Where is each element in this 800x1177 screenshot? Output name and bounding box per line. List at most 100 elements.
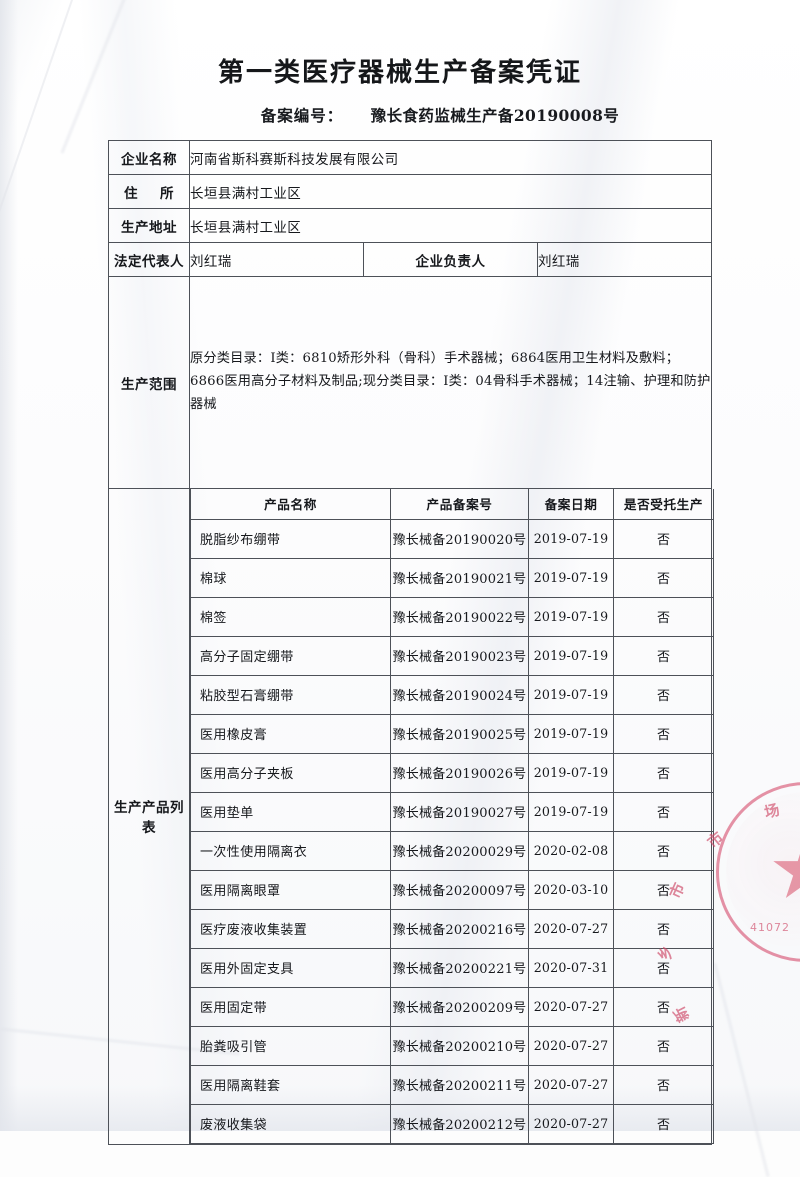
product-cell-record-date: 2019-07-19	[528, 714, 614, 754]
product-cell-record-date: 2019-07-19	[528, 792, 614, 832]
product-cell-record-no: 豫长械备20190022号	[390, 597, 529, 637]
address-label: 住所	[108, 174, 190, 209]
product-cell-name: 医用固定带	[190, 987, 391, 1027]
product-row: 医用橡皮膏 豫长械备20190025号 2019-07-19 否	[190, 714, 714, 754]
product-cell-record-no: 豫长械备20190023号	[390, 636, 529, 676]
product-row: 医用隔离鞋套 豫长械备20200211号 2020-07-27 否	[190, 1065, 714, 1105]
product-cell-record-date: 2020-07-31	[528, 948, 614, 988]
product-table-body: 脱脂纱布绷带 豫长械备20190020号 2019-07-19 否棉球 豫长械备2019…	[190, 519, 714, 1144]
column-header-entrusted: 是否受托生产	[613, 489, 714, 520]
enterprise-head-value: 刘红瑞	[537, 242, 712, 277]
product-cell-entrusted: 否	[613, 636, 714, 676]
product-row: 一次性使用隔离衣 豫长械备20200029号 2020-02-08 否	[190, 831, 714, 871]
product-cell-record-date: 2020-07-27	[528, 987, 614, 1027]
column-header-record-date: 备案日期	[528, 489, 614, 520]
production-scope-label: 生产范围	[108, 276, 190, 489]
seal-ink-blot	[726, 792, 800, 952]
product-cell-record-date: 2020-02-08	[528, 831, 614, 871]
product-cell-record-no: 豫长械备20190020号	[390, 519, 529, 559]
column-header-product-name: 产品名称	[190, 489, 391, 520]
product-cell-name: 高分子固定绷带	[190, 636, 391, 676]
product-cell-record-date: 2020-07-27	[528, 909, 614, 949]
product-row: 棉球 豫长械备20190021号 2019-07-19 否	[190, 558, 714, 598]
product-cell-entrusted: 否	[613, 987, 714, 1027]
seal-text: 新乡市市场监督	[656, 782, 800, 1025]
record-number-line: 备案编号： 豫长食药监械生产备20190008号	[0, 104, 800, 126]
product-cell-record-date: 2020-07-27	[528, 1065, 614, 1105]
seal-star-icon	[773, 838, 800, 899]
product-cell-name: 医用隔离眼罩	[190, 870, 391, 910]
product-cell-entrusted: 否	[613, 909, 714, 949]
legal-rep-value: 刘红瑞	[189, 242, 364, 277]
production-address-label: 生产地址	[108, 208, 190, 243]
table-row-company-name: 企业名称 河南省斯科赛斯科技发展有限公司	[108, 140, 712, 175]
enterprise-head-label: 企业负责人	[363, 242, 538, 277]
product-cell-entrusted: 否	[613, 831, 714, 871]
address-value: 长垣县满村工业区	[189, 174, 712, 209]
product-row: 医用外固定支具 豫长械备20200221号 2020-07-31 否	[190, 948, 714, 988]
product-cell-entrusted: 否	[613, 714, 714, 754]
product-cell-entrusted: 否	[613, 1026, 714, 1066]
product-cell-entrusted: 否	[613, 519, 714, 559]
product-cell-entrusted: 否	[613, 792, 714, 832]
seal-number: 41072	[750, 921, 790, 934]
product-table-header-row: 产品名称 产品备案号 备案日期 是否受托生产	[190, 489, 714, 520]
record-number-label: 备案编号：	[260, 106, 344, 125]
product-cell-name: 医用高分子夹板	[190, 753, 391, 793]
product-cell-name: 粘胶型石膏绷带	[190, 675, 391, 715]
product-cell-entrusted: 否	[613, 597, 714, 637]
product-cell-name: 棉签	[190, 597, 391, 637]
product-cell-record-date: 2019-07-19	[528, 519, 614, 559]
product-cell-entrusted: 否	[613, 753, 714, 793]
production-scope-text: 原分类目录：Ⅰ类：6810矫形外科（骨科）手术器械；6864医用卫生材料及敷料；…	[189, 276, 712, 489]
product-cell-record-no: 豫长械备20190025号	[390, 714, 529, 754]
product-cell-record-date: 2019-07-19	[528, 753, 614, 793]
product-row: 粘胶型石膏绷带 豫长械备20190024号 2019-07-19 否	[190, 675, 714, 715]
product-cell-record-no: 豫长械备20190027号	[390, 792, 529, 832]
legal-rep-label: 法定代表人	[108, 242, 190, 277]
product-cell-name: 脱脂纱布绷带	[190, 519, 391, 559]
product-cell-record-date: 2020-07-27	[528, 1026, 614, 1066]
product-cell-name: 医用外固定支具	[190, 948, 391, 988]
product-row: 脱脂纱布绷带 豫长械备20190020号 2019-07-19 否	[190, 519, 714, 559]
seal-char: 场	[762, 800, 782, 822]
table-row-production-scope: 生产范围 原分类目录：Ⅰ类：6810矫形外科（骨科）手术器械；6864医用卫生材…	[108, 276, 712, 489]
product-cell-name: 医用橡皮膏	[190, 714, 391, 754]
product-cell-entrusted: 否	[613, 948, 714, 988]
product-cell-name: 棉球	[190, 558, 391, 598]
document-title: 第一类医疗器械生产备案凭证	[217, 58, 582, 88]
product-cell-record-date: 2020-07-27	[528, 1104, 614, 1144]
product-cell-record-date: 2019-07-19	[528, 558, 614, 598]
product-row: 医用隔离眼罩 豫长械备20200097号 2020-03-10 否	[190, 870, 714, 910]
product-cell-name: 废液收集袋	[190, 1104, 391, 1144]
product-cell-record-date: 2019-07-19	[528, 636, 614, 676]
product-table: 产品名称 产品备案号 备案日期 是否受托生产 脱脂纱布绷带 豫长械备2019002…	[190, 489, 714, 1144]
address-label-part-b: 所	[160, 185, 174, 202]
certificate-table: 企业名称 河南省斯科赛斯科技发展有限公司 住所 长垣县满村工业区 生产地址 长垣…	[108, 140, 714, 1145]
product-cell-entrusted: 否	[613, 1065, 714, 1105]
product-cell-record-date: 2020-03-10	[528, 870, 614, 910]
address-label-part-a: 住	[124, 185, 138, 202]
product-row: 医疗废液收集装置 豫长械备20200216号 2020-07-27 否	[190, 909, 714, 949]
product-cell-record-no: 豫长械备20200216号	[390, 909, 529, 949]
product-cell-record-no: 豫长械备20200212号	[390, 1104, 529, 1144]
product-cell-record-no: 豫长械备20200029号	[390, 831, 529, 871]
product-list-label: 生产产品列表	[108, 488, 190, 1145]
product-cell-record-date: 2019-07-19	[528, 597, 614, 637]
product-list-container: 产品名称 产品备案号 备案日期 是否受托生产 脱脂纱布绷带 豫长械备2019002…	[189, 488, 714, 1145]
column-header-record-no: 产品备案号	[390, 489, 529, 520]
product-row: 医用高分子夹板 豫长械备20190026号 2019-07-19 否	[190, 753, 714, 793]
product-cell-record-no: 豫长械备20190021号	[390, 558, 529, 598]
table-row-production-address: 生产地址 长垣县满村工业区	[108, 208, 712, 243]
product-cell-name: 医用垫单	[190, 792, 391, 832]
table-row-legal-representative: 法定代表人 刘红瑞 企业负责人 刘红瑞	[108, 242, 712, 277]
product-cell-record-date: 2019-07-19	[528, 675, 614, 715]
seal-ring	[716, 782, 800, 962]
product-cell-name: 胎粪吸引管	[190, 1026, 391, 1066]
product-cell-entrusted: 否	[613, 675, 714, 715]
product-row: 高分子固定绷带 豫长械备20190023号 2019-07-19 否	[190, 636, 714, 676]
product-cell-record-no: 豫长械备20190024号	[390, 675, 529, 715]
product-cell-entrusted: 否	[613, 558, 714, 598]
product-cell-record-no: 豫长械备20200097号	[390, 870, 529, 910]
product-row: 医用固定带 豫长械备20200209号 2020-07-27 否	[190, 987, 714, 1027]
